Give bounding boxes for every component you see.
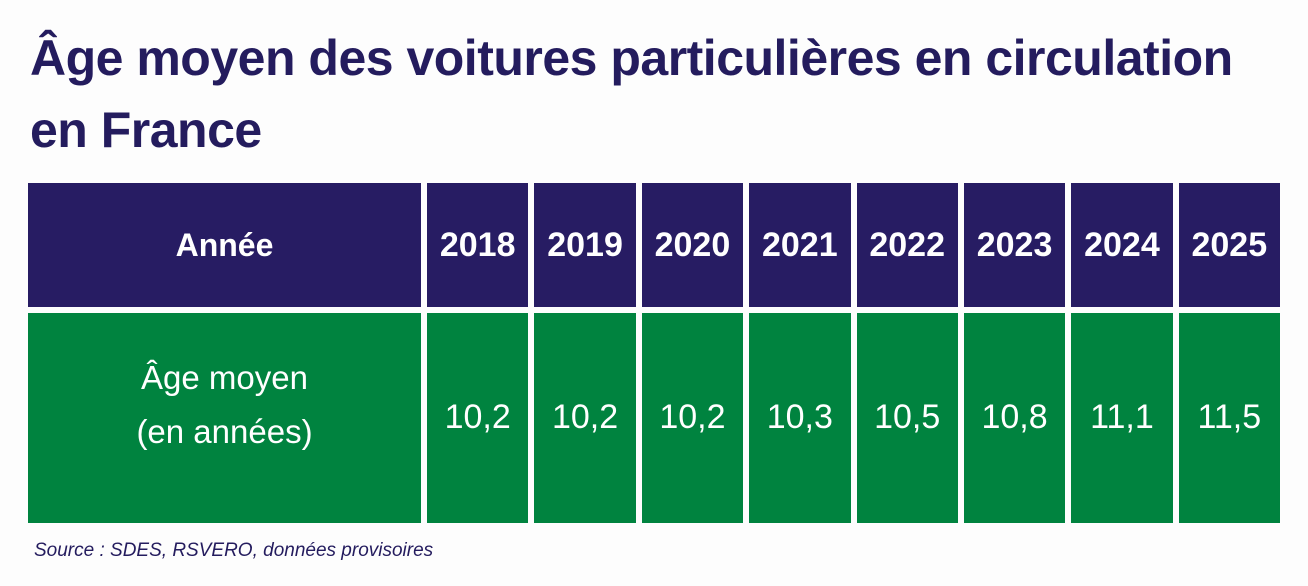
- year-header-cell: 2020: [641, 183, 744, 307]
- value-cell: 10,2: [641, 313, 744, 523]
- year-header-cell: 2024: [1071, 183, 1173, 307]
- page-title: Âge moyen des voitures particulières en …: [30, 30, 1233, 158]
- value-cell: 10,2: [534, 313, 636, 523]
- value-cell: 11,1: [1071, 313, 1173, 523]
- data-row: Âge moyen (en années) 10,2 10,2 10,2 10,3 10…: [28, 313, 1280, 523]
- year-header-cell: 2025: [1178, 183, 1280, 307]
- value-cell: 10,2: [427, 313, 529, 523]
- row-label: Âge moyen (en années): [28, 313, 421, 523]
- source-note: Source : SDES, RSVERO, données provisoir…: [34, 540, 434, 561]
- header-label: Année: [28, 183, 421, 307]
- value-cell: 11,5: [1178, 313, 1280, 523]
- year-header-cell: 2019: [534, 183, 636, 307]
- year-header-cell: 2021: [749, 183, 851, 307]
- year-header-cell: 2018: [427, 183, 529, 307]
- value-cell: 10,5: [856, 313, 958, 523]
- year-header-cell: 2022: [856, 183, 958, 307]
- value-cell: 10,3: [749, 313, 851, 523]
- value-cell: 10,8: [963, 313, 1066, 523]
- data-table: Année 2018 2019 2020 2021 2022 2023 2024 2025 Â…: [28, 183, 1280, 523]
- header-row: Année 2018 2019 2020 2021 2022 2023 2024 2025: [28, 183, 1280, 307]
- year-header-cell: 2023: [963, 183, 1066, 307]
